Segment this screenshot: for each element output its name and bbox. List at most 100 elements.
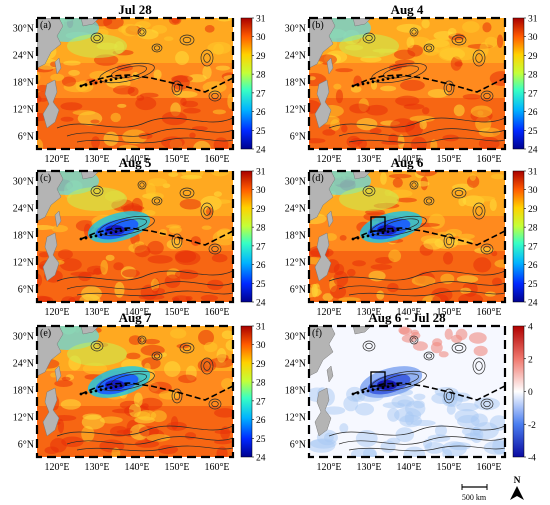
panel-title: Aug 6 - Jul 28 [368,310,446,325]
panel-title: Aug 5 [119,155,152,170]
scale-bar-label: 500 km [462,493,487,502]
lon-tick-label: 130°E [84,154,109,165]
colorbar-tick-label: 30 [256,341,266,351]
colorbar-diff [512,325,525,458]
lat-tick-label: 18°N [13,78,34,89]
colorbar-tick-label: 27 [528,242,538,252]
lat-tick-label: 6°N [18,285,34,296]
lon-tick-label: 150°E [164,307,189,318]
lat-tick-label: 18°N [13,386,34,397]
colorbar-tick-label: 28 [256,71,266,81]
lon-tick-label: 160°E [204,307,229,318]
lon-tick-label: 150°E [164,154,189,165]
colorbar-tick-label: 30 [256,186,266,196]
lon-tick-label: 160°E [204,462,229,473]
colorbar-tick-label: 25 [256,127,266,137]
colorbar-tick-label: 2 [528,355,533,365]
colorbar-tick-label: 29 [528,205,538,215]
map-field [37,171,233,302]
lon-tick-label: 160°E [476,307,501,318]
lat-tick-label: 24°N [13,51,34,62]
lon-tick-label: 160°E [476,154,501,165]
lon-tick-label: 140°E [396,462,421,473]
panel-title: Jul 28 [118,2,152,17]
map-field [309,18,505,149]
lon-tick-label: 120°E [44,462,69,473]
lon-tick-label: 120°E [44,307,69,318]
panel-title: Aug 4 [391,2,424,17]
colorbar-tick-label: 30 [256,33,266,43]
lat-tick-label: 12°N [13,258,34,269]
panel-title: Aug 7 [119,310,152,325]
colorbar-tick-label: 28 [528,224,538,234]
colorbar-tick-label: -4 [528,454,536,464]
lat-tick-label: 6°N [290,440,306,451]
lon-tick-label: 150°E [436,154,461,165]
lon-tick-label: 130°E [356,154,381,165]
colorbar-tick-label: 29 [528,52,538,62]
lon-tick-label: 120°E [316,462,341,473]
colorbar-tick-label: 26 [256,416,266,426]
colorbar-tick-label: 28 [256,224,266,234]
map-field [309,171,505,302]
map-panel: Aug 7 (e) 30°N 24°N 18°N 12°N 6°N 120°E 130°E 140… [13,310,266,473]
lat-tick-label: 18°N [285,231,306,242]
scale-bar: 500 km [461,484,488,502]
lat-tick-label: 30°N [285,177,306,188]
lon-tick-label: 150°E [164,462,189,473]
map-panel: Aug 6 - Jul 28 (f) 30°N 24°N 18°N 12°N 6°N 120°… [285,310,536,473]
map-panel: Jul 28 (a) 30°N 24°N 18°N 12°N 6°N 120°E 130°E 14… [13,2,266,165]
north-arrow-label: N [514,476,521,486]
lat-tick-label: 24°N [285,359,306,370]
lon-tick-label: 160°E [204,154,229,165]
lat-tick-label: 30°N [13,24,34,35]
panel-label: (f) [312,328,322,339]
colorbar-sst [240,17,253,150]
colorbar-tick-label: 30 [528,186,538,196]
lon-tick-label: 130°E [84,307,109,318]
lat-tick-label: 24°N [13,204,34,215]
colorbar-tick-label: 27 [256,397,266,407]
lat-tick-label: 12°N [13,105,34,116]
lat-tick-label: 12°N [285,258,306,269]
lat-tick-label: 12°N [13,413,34,424]
lat-tick-label: 30°N [285,24,306,35]
lon-tick-label: 120°E [316,307,341,318]
colorbar-tick-label: 31 [256,323,266,333]
lat-tick-label: 24°N [285,51,306,62]
lon-tick-label: 140°E [396,307,421,318]
colorbar-sst [240,170,253,303]
colorbar-tick-label: -2 [528,421,536,431]
lon-tick-label: 160°E [476,462,501,473]
colorbar-tick-label: 0 [528,388,533,398]
lat-tick-label: 6°N [18,132,34,143]
colorbar-tick-label: 30 [528,33,538,43]
colorbar-tick-label: 24 [528,146,538,156]
lat-tick-label: 6°N [290,285,306,296]
north-arrow-icon: N [510,476,524,500]
colorbar-tick-label: 31 [256,168,266,178]
colorbar-tick-label: 26 [528,108,538,118]
lat-tick-label: 6°N [18,440,34,451]
map-field [37,326,233,457]
lat-tick-label: 6°N [290,132,306,143]
map-field [309,326,505,457]
colorbar-sst [512,17,525,150]
colorbar-tick-label: 29 [256,360,266,370]
lat-tick-label: 24°N [285,204,306,215]
map-panel: Aug 5 (c) 30°N 24°N 18°N 12°N 6°N 120°E 130°E 140… [13,155,266,318]
colorbar-tick-label: 28 [528,71,538,81]
colorbar-tick-label: 26 [256,261,266,271]
lon-tick-label: 140°E [396,154,421,165]
colorbar-tick-label: 29 [256,205,266,215]
lat-tick-label: 30°N [13,177,34,188]
colorbar-tick-label: 31 [256,15,266,25]
map-field [37,18,233,149]
lon-tick-label: 140°E [124,307,149,318]
colorbar-tick-label: 28 [256,379,266,389]
colorbar-tick-label: 26 [528,261,538,271]
colorbar-tick-label: 4 [528,323,533,333]
colorbar-tick-label: 27 [256,242,266,252]
colorbar-tick-label: 26 [256,108,266,118]
lon-tick-label: 130°E [356,307,381,318]
